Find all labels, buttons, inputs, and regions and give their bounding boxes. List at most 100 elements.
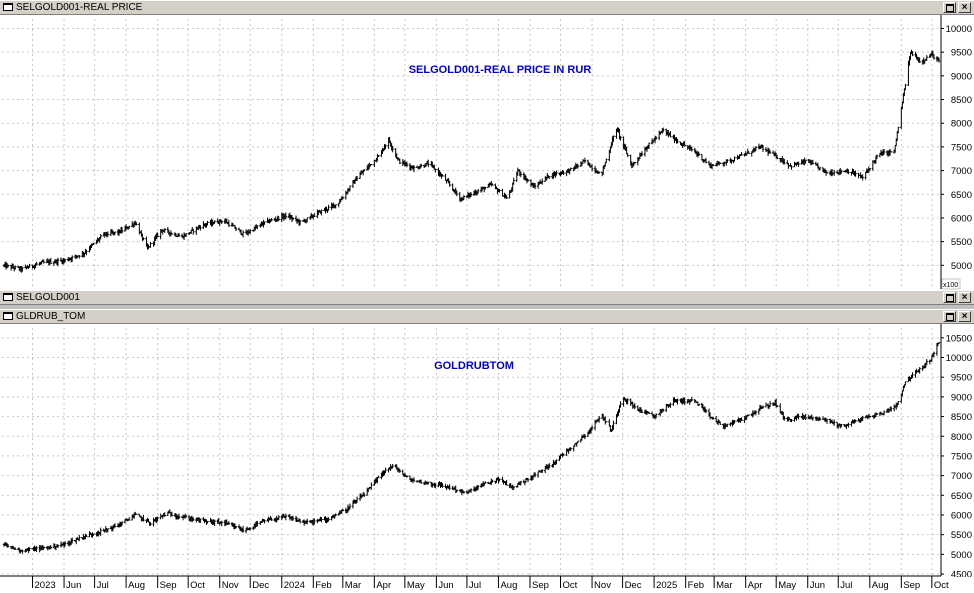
ohlc-bar [654,136,658,140]
ohlc-bar [889,150,893,153]
ohlc-bar [484,481,487,485]
ohlc-bar [498,189,501,193]
ohlc-bar [56,257,60,267]
maximize-button[interactable] [943,292,956,303]
ohlc-bar [149,522,152,526]
ohlc-bar [441,174,444,177]
ohlc-bar [284,212,288,220]
x-tick-label: Jun [66,580,81,591]
grid-lines [2,19,941,289]
ohlc-bar [21,266,24,272]
ohlc-bar [747,414,750,416]
ohlc-bar [313,518,316,525]
window-titlebar-selgold[interactable]: SELGOLD001 × [0,290,974,305]
grid-lines [2,328,941,576]
ohlc-bar [555,459,558,465]
ohlc-bar [149,241,152,248]
ohlc-bar [448,180,451,187]
ohlc-bar [362,169,366,172]
window-icon [3,3,13,11]
ohlc-bar [42,259,45,264]
x-tick-label: 2024 [284,580,305,591]
ohlc-bar [861,415,864,422]
ohlc-bar [548,176,551,179]
ohlc-bar [505,479,508,486]
ohlc-bar [619,401,622,408]
ohlc-bar [783,415,786,421]
ohlc-bar [177,513,181,520]
ohlc-bar [412,477,416,482]
ohlc-bar [790,419,793,423]
ohlc-bar [220,520,223,527]
price-bars [2,342,941,554]
ohlc-bar [811,159,815,165]
maximize-button[interactable] [943,311,956,322]
ohlc-bar [427,481,430,485]
x-tick-label: 2025 [656,580,677,591]
x-tick-label: Mar [345,580,361,591]
ohlc-bar [444,173,447,181]
chart-title: SELGOLD001-REAL PRICE IN RUR [409,64,592,76]
x-tick-label: Sep [160,580,177,591]
ohlc-bar [900,106,903,129]
ohlc-bar [711,163,715,167]
ohlc-bar [341,508,345,512]
ohlc-bar [370,163,373,166]
ohlc-bar [476,188,480,194]
y-tick-label: 6000 [951,213,972,224]
ohlc-bar [937,57,941,63]
ohlc-bar [776,404,779,408]
ohlc-bar [241,525,245,533]
ohlc-bar [412,165,416,173]
close-button[interactable]: × [958,292,971,303]
close-button[interactable]: × [958,2,971,13]
ohlc-bar [270,217,273,222]
ohlc-bar [804,159,807,164]
y-tick-label: 7000 [951,471,972,482]
ohlc-bar [512,486,515,491]
ohlc-bar [484,186,487,190]
ohlc-bar [455,489,458,493]
window-titlebar-gldrub[interactable]: GLDRUB_TOM × [0,309,974,324]
ohlc-bar [78,534,81,542]
window-titlebar-real-price[interactable]: SELGOLD001-REAL PRICE × [0,0,974,15]
ohlc-bar [213,519,216,527]
y-tick-label: 8000 [951,119,972,130]
ohlc-bar [733,156,736,162]
ohlc-bar [177,232,181,237]
x-tick-label: Apr [748,580,763,591]
y-tick-label: 10000 [946,24,972,35]
y-tick-label: 7500 [951,142,972,153]
y-tick-label: 8500 [951,412,972,423]
y-tick-label: 6500 [951,190,972,201]
ohlc-bar [106,231,110,237]
ohlc-bar [491,479,494,483]
ohlc-bar [726,423,729,427]
ohlc-bar [847,169,850,175]
ohlc-bar [605,158,608,163]
ohlc-bar [113,523,117,528]
ohlc-bar [768,400,772,408]
ohlc-bar [42,546,45,550]
ohlc-bar [597,415,601,423]
y-tick-label: 4500 [951,570,972,581]
ohlc-bar [516,167,519,176]
ohlc-bar [754,410,758,416]
ohlc-bar [434,482,437,489]
y-tick-label: 6500 [951,491,972,502]
x-tick-label: May [778,580,796,591]
ohlc-bar [163,512,166,517]
ohlc-bar [854,419,857,423]
ohlc-bar [576,440,580,444]
ohlc-bar [840,423,843,428]
close-button[interactable]: × [958,311,971,322]
ohlc-bar [298,518,302,524]
x-tick-label: 2023 [35,580,56,591]
ohlc-bar [234,526,238,529]
ohlc-bar [184,233,188,237]
ohlc-bar [63,259,67,263]
maximize-button[interactable] [943,2,956,13]
ohlc-bar [854,170,857,177]
window-title: SELGOLD001-REAL PRICE [16,2,143,13]
ohlc-bar [355,176,359,181]
